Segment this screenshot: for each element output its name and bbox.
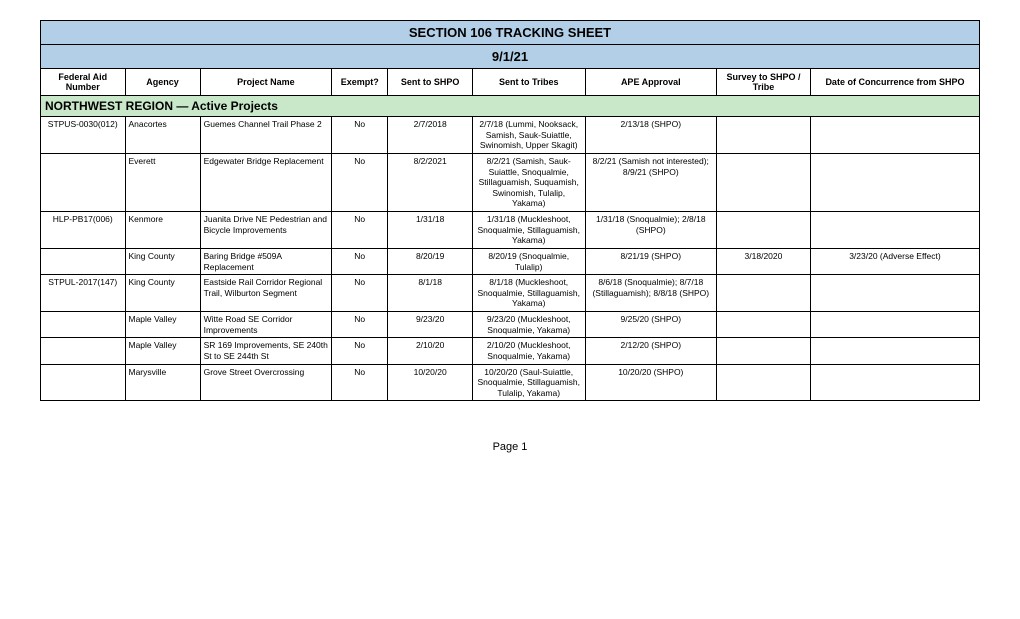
col-ape: APE Approval	[585, 69, 716, 96]
cell-ape: 2/13/18 (SHPO)	[585, 117, 716, 154]
cell-survey	[717, 153, 811, 211]
cell-ape: 9/25/20 (SHPO)	[585, 312, 716, 338]
cell-project: Grove Street Overcrossing	[200, 364, 331, 401]
cell-sent_tribes: 9/23/20 (Muckleshoot, Snoqualmie, Yakama…	[472, 312, 585, 338]
cell-ape: 8/6/18 (Snoqualmie); 8/7/18 (Stillaguami…	[585, 275, 716, 312]
cell-project: SR 169 Improvements, SE 240th St to SE 2…	[200, 338, 331, 364]
col-agency: Agency	[125, 69, 200, 96]
cell-sent_tribes: 8/1/18 (Muckleshoot, Snoqualmie, Stillag…	[472, 275, 585, 312]
col-survey: Survey to SHPO / Tribe	[717, 69, 811, 96]
cell-faid: STPUS-0030(012)	[41, 117, 126, 154]
cell-concurrence	[810, 212, 979, 249]
cell-survey: 3/18/2020	[717, 248, 811, 274]
cell-sent_shpo: 10/20/20	[388, 364, 473, 401]
cell-concurrence	[810, 117, 979, 154]
col-proj: Project Name	[200, 69, 331, 96]
cell-sent_tribes: 8/20/19 (Snoqualmie, Tulalip)	[472, 248, 585, 274]
cell-exempt: No	[332, 364, 388, 401]
cell-sent_tribes: 8/2/21 (Samish, Sauk-Suiattle, Snoqualmi…	[472, 153, 585, 211]
cell-concurrence	[810, 153, 979, 211]
cell-faid	[41, 248, 126, 274]
cell-agency: Marysville	[125, 364, 200, 401]
page-number: Page 1	[40, 441, 980, 453]
cell-exempt: No	[332, 338, 388, 364]
cell-survey	[717, 212, 811, 249]
tracking-table: SECTION 106 TRACKING SHEET 9/1/21 Federa…	[40, 20, 980, 401]
cell-agency: Kenmore	[125, 212, 200, 249]
cell-sent_shpo: 8/20/19	[388, 248, 473, 274]
cell-project: Witte Road SE Corridor Improvements	[200, 312, 331, 338]
col-tribes: Sent to Tribes	[472, 69, 585, 96]
cell-sent_shpo: 2/7/2018	[388, 117, 473, 154]
cell-sent_shpo: 1/31/18	[388, 212, 473, 249]
cell-faid: HLP-PB17(006)	[41, 212, 126, 249]
cell-agency: Everett	[125, 153, 200, 211]
cell-survey	[717, 117, 811, 154]
table-row: MarysvilleGrove Street OvercrossingNo10/…	[41, 364, 980, 401]
cell-sent_tribes: 2/7/18 (Lummi, Nooksack, Samish, Sauk-Su…	[472, 117, 585, 154]
column-headers: Federal Aid Number Agency Project Name E…	[41, 69, 980, 96]
cell-concurrence	[810, 275, 979, 312]
table-row: HLP-PB17(006)KenmoreJuanita Drive NE Ped…	[41, 212, 980, 249]
cell-survey	[717, 364, 811, 401]
col-exempt: Exempt?	[332, 69, 388, 96]
cell-exempt: No	[332, 275, 388, 312]
cell-project: Juanita Drive NE Pedestrian and Bicycle …	[200, 212, 331, 249]
cell-survey	[717, 338, 811, 364]
cell-sent_shpo: 2/10/20	[388, 338, 473, 364]
cell-faid	[41, 364, 126, 401]
cell-concurrence: 3/23/20 (Adverse Effect)	[810, 248, 979, 274]
region-header: NORTHWEST REGION — Active Projects	[41, 96, 980, 117]
cell-ape: 2/12/20 (SHPO)	[585, 338, 716, 364]
cell-project: Eastside Rail Corridor Regional Trail, W…	[200, 275, 331, 312]
sheet-title: SECTION 106 TRACKING SHEET	[41, 21, 980, 45]
cell-agency: King County	[125, 275, 200, 312]
cell-sent_shpo: 8/1/18	[388, 275, 473, 312]
table-row: King CountyBaring Bridge #509A Replaceme…	[41, 248, 980, 274]
cell-exempt: No	[332, 153, 388, 211]
cell-faid	[41, 153, 126, 211]
cell-agency: Maple Valley	[125, 312, 200, 338]
col-conc: Date of Concurrence from SHPO	[810, 69, 979, 96]
cell-exempt: No	[332, 248, 388, 274]
cell-sent_tribes: 2/10/20 (Muckleshoot, Snoqualmie, Yakama…	[472, 338, 585, 364]
sheet-date: 9/1/21	[41, 45, 980, 69]
cell-sent_tribes: 10/20/20 (Saul-Suiattle, Snoqualmie, Sti…	[472, 364, 585, 401]
cell-ape: 10/20/20 (SHPO)	[585, 364, 716, 401]
cell-concurrence	[810, 312, 979, 338]
cell-ape: 1/31/18 (Snoqualmie); 2/8/18 (SHPO)	[585, 212, 716, 249]
cell-faid	[41, 338, 126, 364]
cell-ape: 8/21/19 (SHPO)	[585, 248, 716, 274]
cell-project: Baring Bridge #509A Replacement	[200, 248, 331, 274]
cell-concurrence	[810, 364, 979, 401]
cell-exempt: No	[332, 117, 388, 154]
cell-project: Edgewater Bridge Replacement	[200, 153, 331, 211]
cell-agency: Anacortes	[125, 117, 200, 154]
cell-agency: King County	[125, 248, 200, 274]
cell-ape: 8/2/21 (Samish not interested); 8/9/21 (…	[585, 153, 716, 211]
table-row: Maple ValleySR 169 Improvements, SE 240t…	[41, 338, 980, 364]
cell-survey	[717, 275, 811, 312]
cell-faid: STPUL-2017(147)	[41, 275, 126, 312]
table-row: STPUL-2017(147)King CountyEastside Rail …	[41, 275, 980, 312]
cell-faid	[41, 312, 126, 338]
cell-survey	[717, 312, 811, 338]
cell-project: Guemes Channel Trail Phase 2	[200, 117, 331, 154]
table-row: STPUS-0030(012)AnacortesGuemes Channel T…	[41, 117, 980, 154]
cell-sent_shpo: 8/2/2021	[388, 153, 473, 211]
cell-agency: Maple Valley	[125, 338, 200, 364]
col-faid: Federal Aid Number	[41, 69, 126, 96]
cell-concurrence	[810, 338, 979, 364]
cell-sent_shpo: 9/23/20	[388, 312, 473, 338]
table-row: Maple ValleyWitte Road SE Corridor Impro…	[41, 312, 980, 338]
table-row: EverettEdgewater Bridge ReplacementNo8/2…	[41, 153, 980, 211]
col-shpo: Sent to SHPO	[388, 69, 473, 96]
cell-exempt: No	[332, 312, 388, 338]
cell-exempt: No	[332, 212, 388, 249]
cell-sent_tribes: 1/31/18 (Muckleshoot, Snoqualmie, Stilla…	[472, 212, 585, 249]
